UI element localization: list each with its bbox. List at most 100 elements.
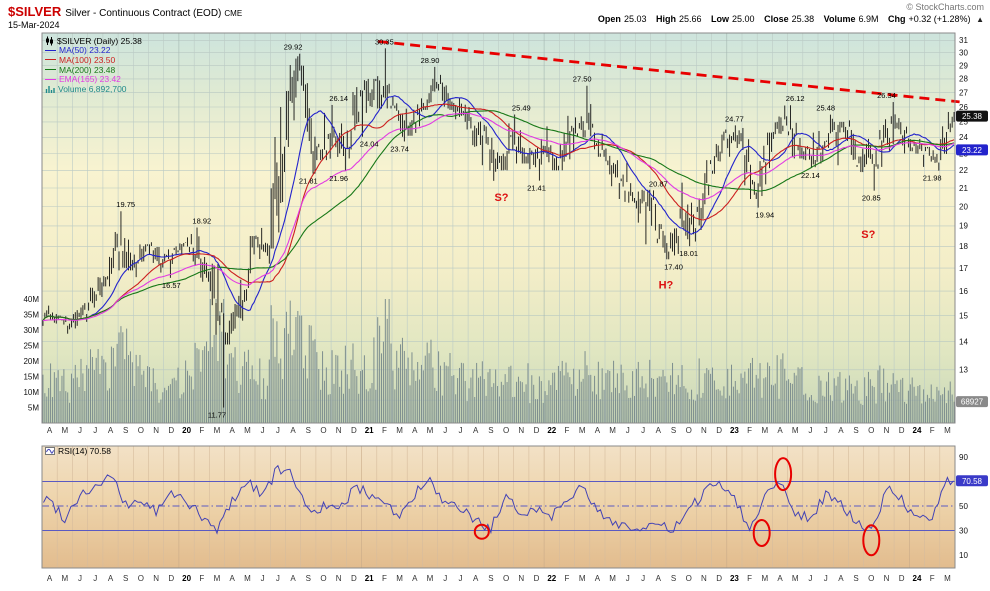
svg-text:35M: 35M — [23, 310, 39, 319]
time-axis: AAMMJJJJAASSOONNDD2020FFMMAAMMJJJJAASSOO… — [47, 426, 951, 583]
pattern-label: S? — [861, 229, 875, 241]
svg-text:J: J — [78, 426, 82, 435]
svg-text:23.22: 23.22 — [962, 146, 983, 155]
svg-text:N: N — [518, 574, 524, 583]
legend-item: $SILVER (Daily) 25.38 — [45, 36, 142, 46]
svg-text:21.41: 21.41 — [527, 184, 546, 193]
rsi-highlight-ellipse — [752, 519, 771, 547]
svg-text:S: S — [306, 574, 311, 583]
svg-text:16.57: 16.57 — [162, 281, 181, 290]
svg-text:A: A — [290, 426, 296, 435]
svg-text:F: F — [747, 426, 752, 435]
svg-text:10: 10 — [959, 551, 968, 560]
legend-label: MA(100) 23.50 — [59, 54, 116, 65]
line-icon — [45, 59, 56, 61]
svg-text:S: S — [488, 426, 493, 435]
svg-text:N: N — [336, 426, 342, 435]
svg-text:21: 21 — [365, 574, 374, 583]
volume-label: Volume — [823, 14, 856, 24]
svg-text:D: D — [168, 574, 174, 583]
svg-text:D: D — [899, 574, 905, 583]
svg-text:J: J — [443, 574, 447, 583]
svg-text:27: 27 — [959, 89, 968, 98]
bars-icon — [45, 84, 55, 94]
svg-text:J: J — [93, 426, 97, 435]
svg-text:25.38: 25.38 — [962, 112, 983, 121]
svg-text:20.85: 20.85 — [862, 194, 881, 203]
line-icon — [45, 49, 56, 51]
svg-text:A: A — [412, 574, 418, 583]
svg-text:30.35: 30.35 — [375, 37, 394, 46]
svg-text:F: F — [565, 426, 570, 435]
svg-text:M: M — [761, 574, 768, 583]
svg-text:25: 25 — [959, 118, 968, 127]
svg-text:S: S — [671, 574, 676, 583]
legend-item: EMA(165) 23.42 — [45, 74, 142, 84]
svg-text:15M: 15M — [23, 372, 39, 381]
svg-text:70.58: 70.58 — [962, 477, 983, 486]
low-value: 25.00 — [732, 14, 755, 24]
svg-text:M: M — [244, 574, 251, 583]
svg-text:N: N — [701, 574, 707, 583]
svg-text:21: 21 — [365, 426, 374, 435]
chart-title: $SILVER Silver - Continuous Contract (EOD… — [8, 3, 242, 21]
svg-text:21.81: 21.81 — [299, 177, 318, 186]
svg-text:M: M — [792, 426, 799, 435]
change-up-arrow-icon: ▲ — [976, 15, 984, 24]
svg-text:M: M — [61, 574, 68, 583]
svg-text:16: 16 — [959, 287, 968, 296]
svg-text:24.77: 24.77 — [725, 114, 744, 123]
svg-text:13: 13 — [959, 366, 968, 375]
svg-text:A: A — [108, 574, 114, 583]
svg-text:S: S — [853, 574, 858, 583]
svg-text:22: 22 — [959, 166, 968, 175]
svg-text:24: 24 — [913, 426, 922, 435]
svg-text:26.34: 26.34 — [877, 91, 896, 100]
svg-text:M: M — [792, 574, 799, 583]
svg-text:22: 22 — [547, 426, 556, 435]
svg-text:22.14: 22.14 — [801, 171, 820, 180]
volume-bars — [42, 299, 955, 423]
rsi-highlight-ellipse — [473, 523, 490, 540]
svg-text:68927: 68927 — [961, 398, 984, 407]
quote-line: Open 25.03 High 25.66 Low 25.00 Close 25.38 … — [598, 14, 984, 24]
legend-label: EMA(165) 23.42 — [59, 74, 121, 85]
svg-text:19.75: 19.75 — [116, 200, 135, 209]
close-value: 25.38 — [791, 14, 815, 24]
legend-item: Volume 6,892,700 — [45, 84, 142, 94]
legend-item: RSI(14) 70.58 — [45, 446, 111, 456]
svg-text:D: D — [534, 426, 540, 435]
svg-text:10M: 10M — [23, 388, 39, 397]
high-value: 25.66 — [678, 14, 702, 24]
svg-text:D: D — [351, 574, 357, 583]
svg-text:D: D — [899, 426, 905, 435]
svg-text:O: O — [320, 574, 326, 583]
svg-text:O: O — [868, 426, 874, 435]
svg-text:J: J — [261, 426, 265, 435]
svg-text:29: 29 — [959, 61, 968, 70]
svg-text:J: J — [276, 574, 280, 583]
svg-text:21: 21 — [959, 184, 968, 193]
ma200-line — [42, 110, 955, 321]
svg-text:M: M — [396, 426, 403, 435]
svg-text:17: 17 — [959, 264, 968, 273]
svg-text:O: O — [868, 574, 874, 583]
svg-text:S: S — [123, 426, 128, 435]
last-price-label: 25.38 — [956, 110, 988, 122]
svg-text:M: M — [396, 574, 403, 583]
svg-text:M: M — [761, 426, 768, 435]
svg-text:F: F — [199, 426, 204, 435]
svg-text:O: O — [686, 426, 692, 435]
price-chart-legend: $SILVER (Daily) 25.38 MA(50) 23.22 MA(100)… — [45, 36, 142, 94]
line-icon — [45, 69, 56, 71]
svg-text:30M: 30M — [23, 326, 39, 335]
svg-text:20: 20 — [182, 574, 191, 583]
svg-text:A: A — [230, 426, 236, 435]
rsi-highlight-ellipse — [774, 457, 793, 492]
resistance-trendline — [378, 40, 960, 104]
svg-text:27.50: 27.50 — [573, 75, 592, 84]
svg-text:D: D — [716, 574, 722, 583]
svg-text:15: 15 — [959, 311, 968, 320]
svg-text:A: A — [47, 426, 53, 435]
svg-text:J: J — [93, 574, 97, 583]
